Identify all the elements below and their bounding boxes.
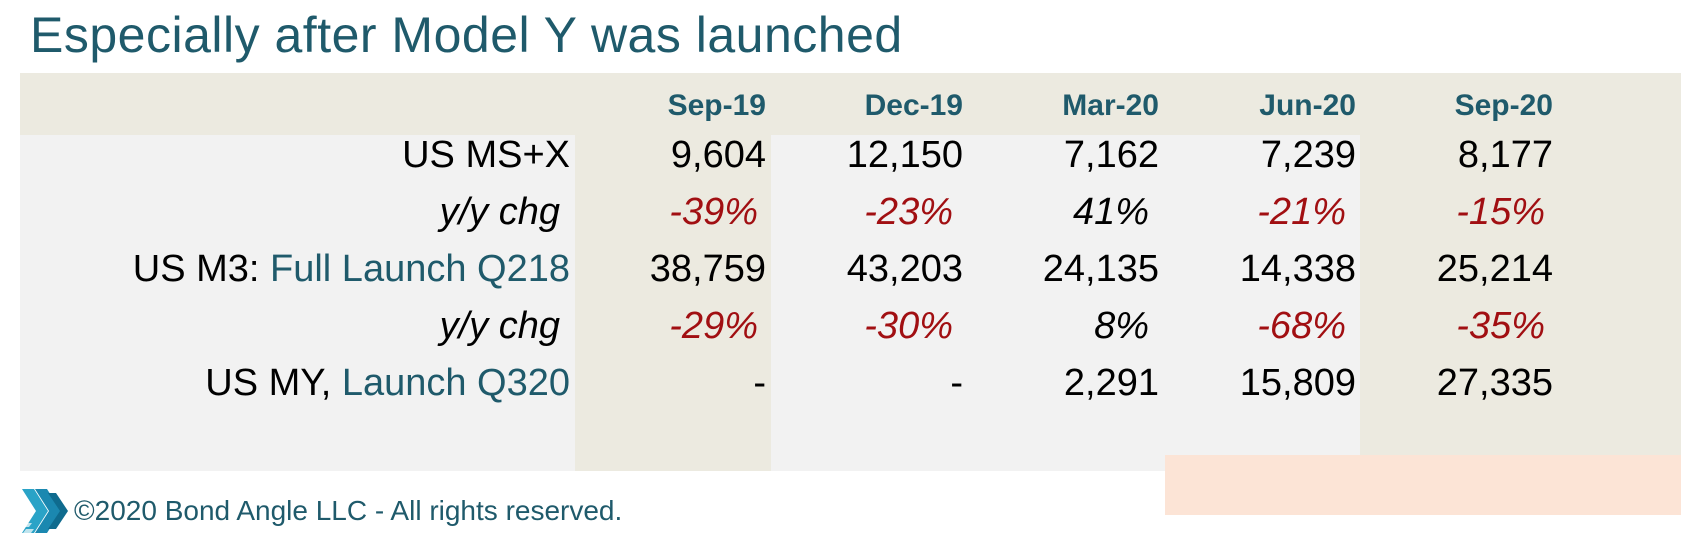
table-cell: -23% <box>864 191 953 233</box>
row-label-us-ms-x: US MS+X <box>20 134 570 177</box>
row-label-accent: Launch Q320 <box>341 362 570 404</box>
column-header: Sep-19 <box>667 89 766 122</box>
row-label-us-my: US MY, Launch Q320 <box>20 362 570 405</box>
table-cell: -21% <box>1257 191 1346 233</box>
table-cell: 7,162 <box>1063 134 1159 176</box>
table-cell: - <box>753 362 766 404</box>
table-cell: 7,239 <box>1260 134 1356 176</box>
table-cell: -39% <box>669 191 758 233</box>
table-cell: 8% <box>1094 305 1149 347</box>
row-label-yy-chg: y/y chg <box>20 191 560 234</box>
column-band-sep-19 <box>575 135 771 471</box>
column-header: Jun-20 <box>1259 89 1356 122</box>
footer: ©2020 Bond Angle LLC - All rights reserv… <box>20 483 622 539</box>
table-cell: 9,604 <box>670 134 766 176</box>
table-cell: -15% <box>1456 191 1545 233</box>
header-band <box>20 73 1681 135</box>
table-cell: -68% <box>1257 305 1346 347</box>
table-cell: 8,177 <box>1457 134 1553 176</box>
table-cell: 24,135 <box>1042 248 1159 290</box>
table-cell: 41% <box>1072 191 1149 233</box>
table-cell: 2,291 <box>1063 362 1159 404</box>
data-table: Sep-19 Dec-19 Mar-20 Jun-20 Sep-20 US MS… <box>20 73 1681 515</box>
table-cell: 12,150 <box>846 134 963 176</box>
row-label-text: US MS+X <box>402 134 570 176</box>
row-label-us-m3: US M3: Full Launch Q218 <box>20 248 570 291</box>
table-cell: 43,203 <box>846 248 963 290</box>
column-header: Dec-19 <box>864 89 963 122</box>
column-band-sep-20 <box>1360 135 1681 471</box>
row-label-text: US MY, <box>205 362 342 404</box>
row-label-text: y/y chg <box>439 191 560 233</box>
row-label-accent: Full Launch Q218 <box>270 248 570 290</box>
row-label-yy-chg: y/y chg <box>20 305 560 348</box>
table-cell: -29% <box>669 305 758 347</box>
row-label-text: y/y chg <box>439 305 560 347</box>
chevron-arrows-icon <box>21 489 68 533</box>
highlight-band <box>1165 455 1681 515</box>
table-cell: 25,214 <box>1436 248 1553 290</box>
page-title: Especially after Model Y was launched <box>30 7 903 63</box>
row-label-text: US M3: <box>132 248 271 290</box>
table-cell: 14,338 <box>1239 248 1356 290</box>
copyright-text: ©2020 Bond Angle LLC - All rights reserv… <box>74 495 623 526</box>
table-cell: -35% <box>1456 305 1545 347</box>
table-cell: 15,809 <box>1239 362 1356 404</box>
column-header: Mar-20 <box>1062 89 1159 122</box>
column-header: Sep-20 <box>1454 89 1553 122</box>
table-cell: - <box>950 362 963 404</box>
table-cell: 38,759 <box>649 248 766 290</box>
table-cell: -30% <box>864 305 953 347</box>
table-cell: 27,335 <box>1436 362 1553 404</box>
